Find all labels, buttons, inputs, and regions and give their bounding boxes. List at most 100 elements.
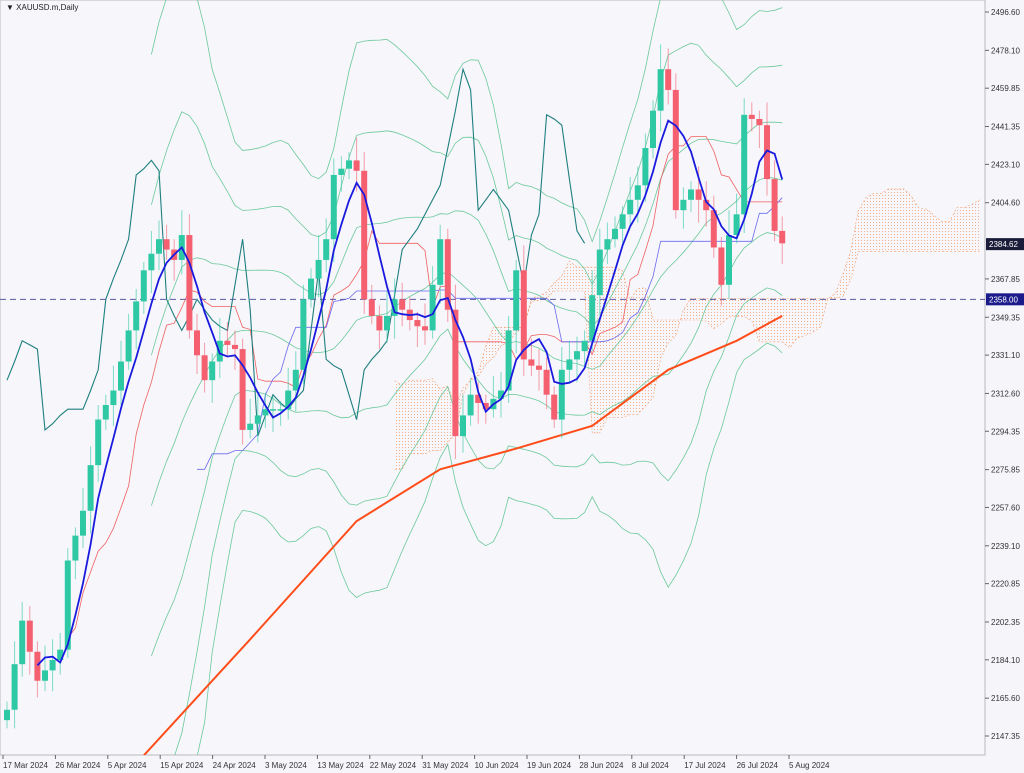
- x-tick-label: 17 Mar 2024: [3, 761, 48, 770]
- candle-body: [118, 361, 124, 391]
- candle-body: [444, 239, 451, 310]
- candle-body: [543, 369, 550, 395]
- candle-body: [292, 369, 299, 391]
- candle-body: [634, 185, 641, 200]
- candle-body: [285, 390, 292, 410]
- current-price-box: [986, 238, 1024, 251]
- candle-body: [4, 709, 10, 721]
- candle-body: [437, 239, 444, 285]
- candle-body: [19, 620, 26, 665]
- candle-body: [194, 330, 200, 356]
- chart-title: ▼ XAUUSD.m,Daily: [4, 3, 81, 12]
- candle-body: [528, 359, 535, 366]
- current-price-label: 2384.62: [989, 240, 1018, 249]
- y-tick-label: 2404.60: [991, 199, 1020, 208]
- candle-body: [612, 228, 618, 240]
- candle-body: [756, 118, 763, 126]
- candle-body: [232, 344, 238, 350]
- candle-body: [125, 330, 132, 362]
- y-tick-label: 2165.60: [991, 694, 1020, 703]
- candle-body: [323, 239, 330, 260]
- x-tick-label: 15 Apr 2024: [160, 761, 204, 770]
- y-tick-label: 2423.10: [991, 160, 1020, 169]
- triangle-down-icon[interactable]: ▼: [6, 3, 14, 12]
- candle-body: [133, 301, 140, 331]
- x-tick-label: 3 May 2024: [265, 761, 307, 770]
- candle-body: [72, 535, 79, 561]
- candle-body: [764, 125, 770, 180]
- bollinger-lower-2: [174, 287, 783, 755]
- candle-body: [87, 465, 94, 511]
- candle-body: [665, 69, 672, 90]
- candle-body: [277, 409, 284, 411]
- candle-body: [239, 349, 246, 430]
- x-tick-label: 28 Jun 2024: [579, 761, 624, 770]
- y-tick-label: 2294.35: [991, 427, 1020, 436]
- candle-body: [391, 299, 398, 316]
- candle-body: [604, 239, 611, 250]
- candle-body: [308, 278, 314, 300]
- candle-body: [399, 299, 406, 310]
- price-level-label: 2358.00: [989, 295, 1018, 304]
- candle-body: [710, 210, 717, 248]
- candle-body: [353, 160, 360, 171]
- candle-body: [186, 235, 193, 331]
- bollinger-mid: [151, 176, 783, 506]
- candle-body: [779, 230, 786, 244]
- y-tick-label: 2220.85: [991, 580, 1020, 589]
- y-tick-label: 2275.85: [991, 466, 1020, 475]
- x-tick-label: 26 Mar 2024: [55, 761, 100, 770]
- candle-body: [771, 179, 778, 231]
- candle-body: [498, 390, 504, 399]
- candle-body: [467, 394, 474, 416]
- x-tick-label: 24 Apr 2024: [213, 761, 257, 770]
- candle-body: [452, 309, 459, 437]
- candle-body: [64, 560, 71, 650]
- candle-body: [102, 405, 109, 420]
- x-tick-label: 8 Jul 2024: [632, 761, 669, 770]
- candle-body: [619, 214, 626, 229]
- candle-body: [642, 147, 649, 186]
- y-tick-label: 2349.35: [991, 313, 1020, 322]
- bollinger-upper-3: [151, 0, 783, 243]
- candle-body: [338, 168, 345, 175]
- y-tick-label: 2331.10: [991, 351, 1020, 360]
- candle-body: [482, 402, 489, 410]
- candle-body: [513, 270, 520, 331]
- x-tick-label: 5 Aug 2024: [789, 761, 830, 770]
- candle-body: [718, 247, 725, 285]
- candle-body: [49, 660, 56, 671]
- y-tick-label: 2367.85: [991, 275, 1020, 284]
- candle-body: [224, 340, 231, 345]
- candle-body: [566, 359, 573, 370]
- candle-body: [672, 89, 679, 211]
- ichimoku-cloud: [394, 188, 980, 470]
- long-moving-average: [143, 315, 783, 755]
- candle-body: [209, 361, 216, 381]
- candle-body: [726, 235, 732, 285]
- candle-body: [551, 394, 558, 420]
- candle-body: [315, 259, 322, 279]
- candle-body: [254, 415, 261, 424]
- candle-body: [657, 69, 664, 111]
- candle-body: [270, 409, 276, 411]
- x-tick-label: 22 May 2024: [370, 761, 417, 770]
- candle-body: [460, 415, 466, 437]
- candle-body: [558, 369, 565, 420]
- candle-body: [475, 394, 482, 403]
- candle-body: [422, 326, 428, 331]
- candle-body: [627, 199, 634, 215]
- x-tick-label: 13 May 2024: [317, 761, 364, 770]
- candle-body: [695, 189, 702, 200]
- candle-body: [80, 510, 86, 536]
- x-tick-label: 5 Apr 2024: [108, 761, 147, 770]
- y-tick-label: 2239.10: [991, 542, 1020, 551]
- candle-body: [110, 390, 117, 406]
- y-tick-label: 2459.85: [991, 84, 1020, 93]
- y-tick-label: 2441.35: [991, 123, 1020, 132]
- senkou-span-b: [394, 251, 980, 470]
- x-tick-label: 31 May 2024: [422, 761, 469, 770]
- candle-body: [505, 330, 512, 391]
- candle-body: [680, 199, 687, 211]
